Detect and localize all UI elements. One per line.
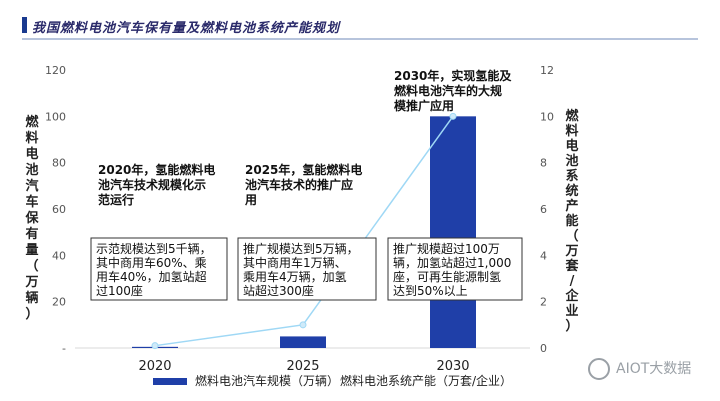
y-right-axis-title-char: 系 — [565, 168, 578, 184]
legend-layer: 燃料电池汽车规模（万辆） 燃料电池系统产能（万套/企业） — [153, 373, 512, 388]
annotation-title-line: 模推广应用 — [394, 98, 454, 113]
y-left-axis-title-char: 量 — [25, 243, 38, 258]
annotation-box — [387, 237, 523, 301]
watermark-text: AIOT大数据 — [616, 361, 692, 377]
y-right-axis-title-char: 套 — [564, 258, 579, 274]
annotation-title-line: 用 — [244, 193, 257, 207]
y-left-tick-label: - — [62, 342, 66, 355]
capacity-point — [151, 342, 159, 350]
y-right-axis-title-char: 企 — [564, 288, 579, 304]
y-right-axis-title-char: 能 — [565, 213, 578, 229]
y-left-tick-label: 100 — [45, 110, 66, 123]
y-right-tick-label: 6 — [540, 203, 547, 216]
y-right-axis-title-char: 池 — [565, 153, 578, 169]
annotation-title-line: 燃料电池汽车的大规 — [394, 83, 502, 98]
y-right-tick-label: 4 — [540, 249, 547, 262]
y-right-axis-title-char: 产 — [565, 198, 578, 214]
annotation-box-line: 辆，加氢站超过1,000 — [393, 255, 511, 270]
annotation-title-line: 范运行 — [98, 192, 134, 207]
y-left-axis-title-char: 车 — [25, 194, 38, 210]
y-left-axis-title-char: （ — [25, 258, 38, 274]
bar — [430, 116, 476, 348]
y-left-axis-title-char: 有 — [25, 226, 38, 242]
y-left-tick-label: 80 — [52, 157, 66, 170]
annotations-layer: 2020年，氢能燃料电池汽车技术规模化示范运行示范规模达到5千辆，其中商用车60… — [90, 68, 523, 301]
y-right-tick-label: 8 — [540, 157, 547, 170]
annotation-box-line: 达到50%以上 — [393, 284, 468, 298]
annotation-box-line: 示范规模达到5千辆， — [96, 241, 212, 256]
y-left-axis-title-char: 燃 — [25, 114, 39, 130]
capacity-line — [154, 115, 454, 347]
annotation-box-line: 座，可再生能源制氢 — [393, 269, 501, 284]
y-right-axis-title-char: ） — [565, 318, 578, 334]
y-left-axis-title-char: 辆 — [25, 290, 38, 306]
capacity-point — [449, 112, 457, 120]
title-divider — [22, 38, 698, 40]
annotation-box-line: 推广规模达到5万辆， — [243, 241, 359, 256]
annotation-box-line: 推广规模超过100万 — [393, 241, 500, 256]
y-right-axis-title-char: 电 — [565, 138, 578, 154]
annotation-box-line: 其中商用车1万辆、 — [243, 255, 347, 270]
y-right-axis-title-char: 业 — [565, 303, 578, 319]
page-title: 我国燃料电池汽车保有量及燃料电池系统产能规划 — [32, 21, 341, 36]
annotation-box-line: 过100座 — [96, 283, 143, 298]
x-category-label: 2025 — [286, 359, 319, 374]
wechat-logo-icon — [588, 358, 610, 380]
y-right-tick-label: 2 — [540, 296, 547, 309]
legend-bar-swatch — [153, 378, 187, 385]
y-right-tick-label: 10 — [540, 110, 554, 123]
y-left-axis-title-char: 料 — [25, 130, 38, 146]
y-right-axis-title-char: 料 — [565, 123, 578, 139]
y-left-tick-label: 40 — [52, 249, 66, 262]
y-left-axis-title-char: 电 — [25, 146, 38, 162]
x-category-label: 2030 — [436, 359, 469, 374]
y-left-axis-title-char: 万 — [24, 275, 38, 290]
y-right-axis-title-char: 统 — [565, 183, 578, 199]
y-right-axis-title-char: （ — [565, 228, 578, 244]
y-left-axis-title-char: ） — [25, 306, 38, 322]
y-right-axis-title-char: / — [570, 274, 575, 289]
x-category-label: 2020 — [138, 359, 171, 374]
y-right-axis-title-char: 燃 — [565, 108, 579, 124]
annotation-box — [90, 237, 228, 301]
y-right-axis-title-char: 万 — [564, 244, 578, 259]
line-layer — [151, 112, 457, 350]
annotation-box — [237, 237, 377, 301]
y-left-tick-label: 120 — [45, 64, 66, 77]
annotation-box-line: 用车40%，加氢站超 — [96, 269, 207, 284]
y-right-tick-label: 0 — [540, 342, 547, 355]
annotation-title-line: 2030年，实现氢能及 — [394, 68, 512, 83]
annotation-box-line: 站超过300座 — [243, 283, 314, 298]
capacity-point — [299, 321, 307, 329]
title-bar: 我国燃料电池汽车保有量及燃料电池系统产能规划 — [0, 0, 720, 40]
annotation-title-line: 池汽车技术规模化示 — [98, 177, 206, 192]
annotation-box-line: 其中商用车60%、乘 — [96, 255, 207, 270]
bar — [280, 336, 326, 348]
title-accent — [22, 17, 27, 33]
annotation-title-line: 池汽车技术的推广应 — [245, 177, 353, 192]
y-left-tick-label: 60 — [52, 203, 66, 216]
legend-bar-label: 燃料电池汽车规模（万辆） — [195, 373, 339, 388]
y-left-axis-title-char: 保 — [24, 210, 39, 226]
annotation-box-line: 乘用车4万辆，加氢 — [243, 269, 347, 284]
y-left-axis-title-char: 汽 — [25, 178, 38, 194]
y-left-tick-label: 20 — [52, 296, 66, 309]
y-left-axis-title-char: 池 — [25, 162, 38, 178]
annotation-title-line: 2025年，氢能燃料电 — [245, 162, 362, 177]
annotation-title-line: 2020年，氢能燃料电 — [98, 162, 215, 177]
y-right-tick-label: 12 — [540, 64, 554, 77]
watermark: AIOT大数据 — [588, 358, 691, 380]
bars-layer — [132, 116, 476, 348]
legend-line-label: 燃料电池系统产能（万套/企业） — [340, 373, 512, 388]
